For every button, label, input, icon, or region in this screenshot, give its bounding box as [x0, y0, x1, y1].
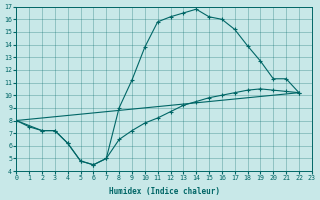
X-axis label: Humidex (Indice chaleur): Humidex (Indice chaleur) [108, 187, 220, 196]
